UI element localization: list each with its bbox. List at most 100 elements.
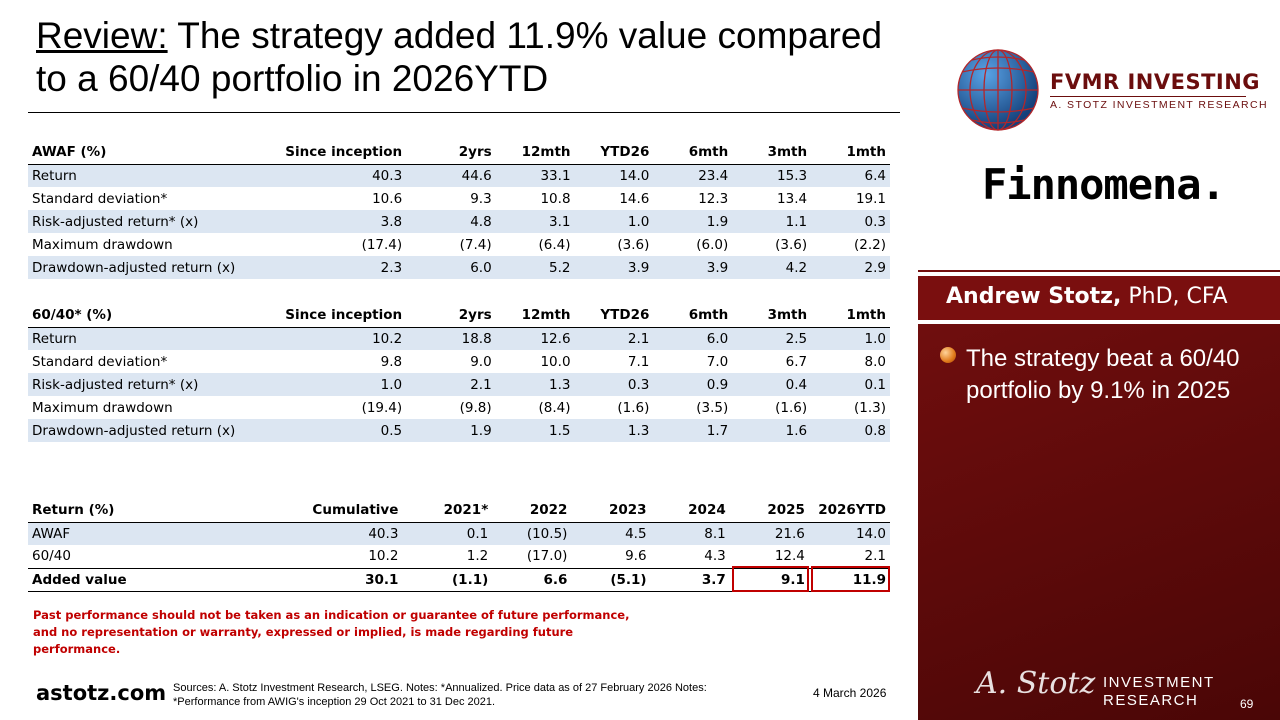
investment-research-logo: INVESTMENT RESEARCH [1103,674,1215,710]
logo-line-2: RESEARCH [1103,692,1199,709]
column-header: 2022 [492,499,572,523]
table-cell: 12.4 [774,548,805,565]
column-header: 2yrs [406,304,496,328]
table-cell: (1.6) [775,399,808,416]
table-cell: 1.1 [732,210,812,233]
logo-area: FVMR INVESTING A. STOTZ INVESTMENT RESEA… [918,0,1280,270]
row-label: Maximum drawdown [32,236,173,253]
table-cell: 10.0 [540,353,571,370]
slide-date: 4 March 2026 [813,686,887,700]
table-cell: 40.3 [273,164,407,187]
table-cell: (2.2) [853,236,886,253]
awaf-table: AWAF (%) Since inception 2yrs 12mth YTD26 6mt… [28,141,890,279]
row-label: Standard deviation* [32,353,168,370]
row-label: Return [28,327,274,350]
column-header: 6mth [653,141,733,165]
table-row: Return 10.2 18.8 12.6 2.1 6.0 2.5 1.0 [28,327,890,350]
table-cell: 3.9 [574,256,654,279]
table-cell: 9.3 [470,190,492,207]
table-cell: (10.5) [492,522,572,545]
table-cell: 9.0 [470,353,492,370]
table-cell: 21.6 [729,522,809,545]
table-cell: 8.1 [650,522,730,545]
column-header: 12mth [495,141,575,165]
table-cell: (7.4) [459,236,492,253]
table-cell: 30.1 [274,567,403,592]
table-cell: 2.1 [406,373,496,396]
table-cell: (17.4) [361,236,403,253]
column-header: 6mth [653,304,733,328]
table-cell: 9.8 [380,353,403,370]
table-cell: 14.0 [808,522,890,545]
table-row: Maximum drawdown (17.4) (7.4) (6.4) (3.6) (6.… [28,233,890,256]
table-cell: 11.9 [808,567,890,592]
column-header: Since inception [273,304,407,328]
table-cell: (1.6) [617,399,650,416]
row-label: Drawdown-adjusted return (x) [28,256,274,279]
key-point: The strategy beat a 60/40 portfolio by 9… [966,345,1240,404]
row-label: Risk-adjusted return* (x) [28,373,274,396]
fvmr-logo-subtitle: A. STOTZ INVESTMENT RESEARCH [1050,99,1268,111]
table-row: Standard deviation* 9.8 9.0 10.0 7.1 7.0 6.7 8.… [28,350,890,373]
column-header: 3mth [732,304,812,328]
table-cell: 4.5 [571,522,651,545]
highlight-box-2025 [731,566,809,592]
table-cell: 14.6 [619,190,650,207]
table-cell: 1.9 [406,419,496,442]
presenter-bar [918,272,1280,324]
table-cell: 1.5 [495,419,575,442]
table-cell: 6.6 [492,567,572,592]
table-cell: 0.9 [653,373,733,396]
table-cell: 2.5 [732,327,812,350]
table-header-row: AWAF (%) Since inception 2yrs 12mth YTD26 6mt… [28,141,890,165]
table-cell: 15.3 [732,164,812,187]
table-cell: 19.1 [855,190,886,207]
table-cell: (9.8) [459,399,492,416]
table-cell: 3.7 [650,567,730,592]
table-cell: 3.9 [653,256,733,279]
table-cell: (1.3) [853,399,886,416]
table-cell: 12.6 [495,327,575,350]
sixty-forty-table: 60/40* (%) Since inception 2yrs 12mth YTD26 6… [28,304,890,442]
table-cell: (5.1) [571,567,651,592]
table-cell: 2.3 [273,256,407,279]
table-cell: 2.1 [864,548,886,565]
table-cell: 1.0 [574,210,654,233]
title-keyword: Review: [36,15,168,56]
table-cell: 18.8 [406,327,496,350]
table-cell: 33.1 [495,164,575,187]
table-cell: 4.3 [704,548,726,565]
table-cell: 10.6 [372,190,403,207]
table-cell: 6.7 [785,353,808,370]
column-header: 2025 [729,499,809,523]
table-cell: (3.6) [775,236,808,253]
column-header: Cumulative [274,499,403,523]
table-row: Drawdown-adjusted return (x) 0.5 1.9 1.5 1.3… [28,419,890,442]
row-label: Standard deviation* [32,190,168,207]
highlight-box-2026ytd [810,566,890,592]
table-cell: (17.0) [526,548,568,565]
table-row: Return 40.3 44.6 33.1 14.0 23.4 15.3 6.4 [28,164,890,187]
fvmr-logo-title: FVMR INVESTING [1050,70,1261,94]
disclaimer: Past performance should not be taken as … [33,608,630,656]
column-header: 2023 [571,499,651,523]
column-header: YTD26 [574,304,654,328]
table-cell: 40.3 [274,522,403,545]
table-cell: (3.5) [696,399,729,416]
row-label: Added value [28,567,275,592]
table-cell: 10.2 [273,327,407,350]
column-header: 12mth [495,304,575,328]
table-cell: 1.7 [653,419,733,442]
row-label: Maximum drawdown [32,399,173,416]
column-header: 1mth [811,141,890,165]
table-cell: 12.3 [698,190,729,207]
finnomena-logo: Finnomena. [982,160,1226,209]
table-cell: 0.5 [273,419,407,442]
table-cell: 0.1 [811,373,890,396]
table-cell: 0.8 [811,419,890,442]
table-row: Standard deviation* 10.6 9.3 10.8 14.6 12.3 13… [28,187,890,210]
website-link[interactable]: astotz.com [36,681,167,705]
table-cell: 44.6 [406,164,496,187]
table-cell: 1.3 [574,419,654,442]
table-cell: 23.4 [653,164,733,187]
